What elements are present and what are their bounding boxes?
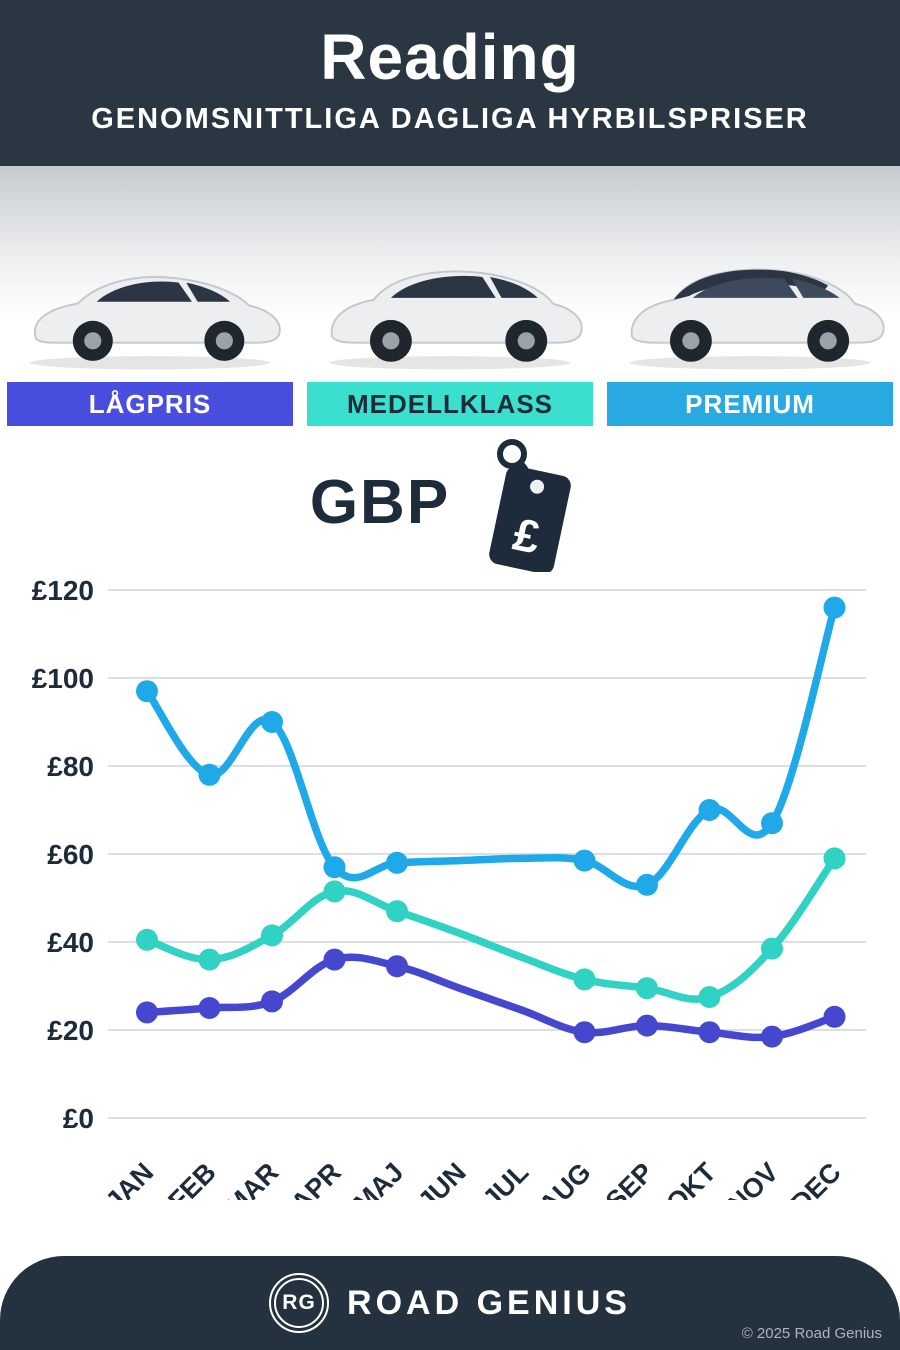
data-point-medellklass: [761, 937, 783, 960]
x-axis-label: OKT: [660, 1157, 722, 1200]
footer: RG ROAD GENIUS © 2025 Road Genius: [0, 1256, 900, 1350]
brand-logo: RG: [269, 1273, 330, 1333]
data-point-medellklass: [698, 986, 721, 1009]
chart-section: £0 £20 £40 £60 £80 £100 £120 JAN FEB MAR APR MAJ JUN…: [0, 560, 900, 1200]
x-axis-label: DEC: [785, 1157, 847, 1200]
data-point-lagpris: [261, 990, 283, 1013]
data-point-medellklass: [136, 928, 158, 951]
data-point-lagpris: [198, 997, 221, 1020]
data-point-lagpris: [136, 1001, 158, 1024]
data-point-medellklass: [636, 977, 658, 1000]
data-point-medellklass: [261, 924, 283, 947]
data-point-premium: [761, 812, 783, 835]
data-point-lagpris: [698, 1021, 721, 1044]
data-point-medellklass: [323, 880, 346, 903]
category-label-lagpris: LÅGPRIS: [7, 382, 293, 427]
currency-section: GBP £: [0, 436, 900, 573]
price-tag-icon: £: [489, 439, 571, 573]
category-labels-row: LÅGPRIS MEDELLKLASS PREMIUM: [0, 382, 900, 427]
copyright-text: © 2025 Road Genius: [741, 1325, 882, 1342]
x-axis-label: JUL: [477, 1157, 534, 1200]
data-point-medellklass: [823, 847, 846, 870]
data-point-medellklass: [573, 968, 596, 991]
data-point-premium: [136, 680, 158, 703]
economy-car-illustration: [29, 276, 281, 370]
y-axis-label: £0: [63, 1103, 94, 1134]
x-axis-label: MAJ: [348, 1157, 410, 1200]
data-point-lagpris: [823, 1005, 846, 1028]
page-title: Reading: [320, 21, 580, 93]
x-axis-label: SEP: [600, 1157, 659, 1200]
car-image-premium: [607, 235, 893, 378]
data-point-lagpris: [573, 1021, 596, 1044]
data-point-premium: [386, 851, 408, 874]
y-axis-label: £100: [32, 663, 94, 694]
category-label-medellklass: MEDELLKLASS: [307, 382, 593, 427]
category-label-premium: PREMIUM: [607, 382, 893, 427]
data-point-premium: [698, 799, 721, 822]
currency-label: GBP: [309, 467, 451, 537]
data-point-lagpris: [761, 1025, 783, 1048]
car-image-medellklass: [307, 235, 593, 378]
y-axis-label: £20: [47, 1015, 94, 1046]
data-point-premium: [636, 873, 658, 896]
x-axis-label: FEB: [162, 1157, 221, 1200]
line-lagpris: [143, 953, 839, 1042]
x-axis-label: JUN: [412, 1157, 471, 1200]
premium-suv-illustration: [629, 268, 885, 370]
y-axis-label: £80: [47, 751, 94, 782]
data-point-premium: [573, 849, 596, 872]
data-point-lagpris: [386, 955, 408, 978]
x-axis-label: AUG: [533, 1157, 597, 1200]
data-point-medellklass: [386, 900, 408, 923]
data-point-lagpris: [323, 948, 346, 971]
x-axis-label: MAR: [220, 1157, 285, 1200]
y-axis-label: £40: [47, 927, 94, 958]
data-point-medellklass: [198, 948, 221, 971]
y-axis-label: £60: [47, 839, 94, 870]
page-subtitle: GENOMSNITTLIGA DAGLIGA HYRBILSPRISER: [91, 103, 809, 136]
midsize-suv-illustration: [329, 270, 583, 370]
car-image-lagpris: [7, 235, 293, 378]
x-axis-label: APR: [285, 1157, 347, 1200]
data-point-lagpris: [636, 1014, 658, 1037]
brand-logo-initials: RG: [274, 1278, 325, 1328]
line-medellklass: [143, 854, 839, 1004]
x-axis-label: NOV: [722, 1157, 785, 1200]
data-point-premium: [198, 763, 221, 786]
y-axis-label: £120: [32, 575, 94, 606]
x-axis-label: JAN: [100, 1157, 159, 1200]
cars-row: [0, 166, 900, 379]
header: Reading GENOMSNITTLIGA DAGLIGA HYRBILSPR…: [0, 0, 900, 167]
data-point-premium: [323, 856, 346, 879]
data-point-premium: [823, 596, 846, 619]
brand-name: ROAD GENIUS: [347, 1283, 631, 1322]
data-point-premium: [261, 711, 283, 734]
line-premium: [143, 604, 839, 891]
